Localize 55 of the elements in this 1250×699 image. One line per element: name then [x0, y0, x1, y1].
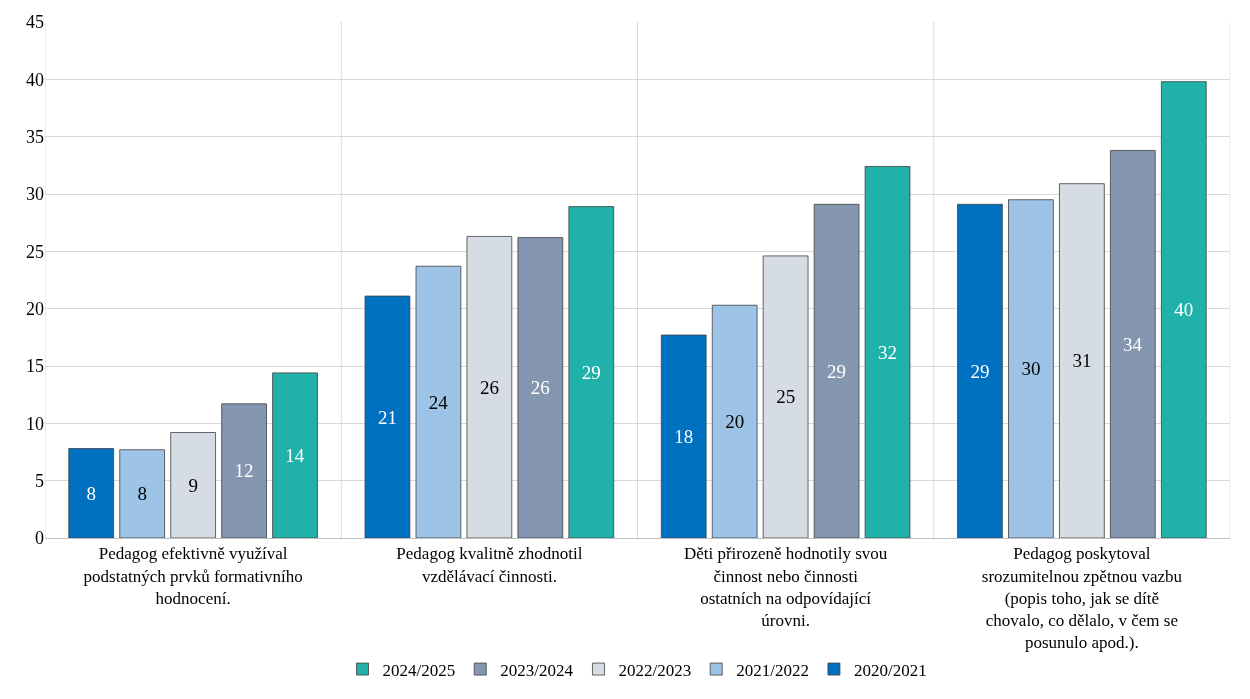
y-tick-label: 45 — [26, 12, 44, 33]
data-label: 26 — [479, 376, 499, 398]
data-label: 30 — [1021, 358, 1041, 380]
bar — [517, 237, 564, 538]
x-tick-label: Pedagog kvalitně zhodnotil vzdělávací činnosti. — [396, 544, 583, 586]
legend-label: 2022/2023 — [618, 660, 692, 680]
legend-label: 2020/2021 — [853, 660, 927, 680]
bar — [864, 166, 911, 538]
x-tick-label: Pedagog poskytoval srozumitelnou zpětnou vazbu (popis toho, jak se dítě chovalo, co dělalo, v čem se posunulo apod.). — [981, 544, 1183, 652]
bar — [568, 206, 615, 538]
y-tick-label: 20 — [26, 298, 44, 319]
bar — [813, 203, 860, 538]
data-label: 9 — [188, 474, 198, 496]
x-tick-label: Pedagog efektivně využíval podstatných prvků formativního hodnocení. — [83, 544, 303, 608]
bar — [1110, 150, 1156, 538]
data-label: 24 — [428, 391, 449, 413]
bar — [119, 449, 165, 538]
y-tick-label: 30 — [26, 184, 44, 205]
data-label: 29 — [827, 360, 847, 382]
bar — [660, 334, 707, 538]
y-tick-label: 35 — [26, 126, 44, 147]
data-label: 20 — [725, 411, 745, 433]
bar — [1160, 81, 1207, 538]
data-label: 40 — [1174, 299, 1194, 321]
y-tick-label: 5 — [35, 470, 44, 491]
legend-label: 2021/2022 — [736, 660, 809, 680]
y-tick-label: 25 — [26, 241, 44, 262]
bar — [415, 265, 462, 538]
y-tick-label: 40 — [26, 69, 44, 90]
bar — [711, 304, 758, 538]
data-label: 31 — [1072, 350, 1092, 372]
data-label: 8 — [137, 483, 147, 505]
data-label: 12 — [234, 460, 254, 482]
legend-label: 2024/2025 — [382, 660, 456, 680]
data-label: 32 — [878, 341, 898, 363]
data-label: 26 — [530, 377, 550, 399]
data-label: 25 — [776, 386, 796, 408]
data-label: 34 — [1123, 333, 1143, 355]
data-label: 14 — [285, 444, 305, 466]
x-tick-label: Děti přirozeně hodnotily svou činnost nebo činnosti ostatních na odpovídající úrovni. — [683, 544, 888, 630]
bar — [68, 448, 115, 538]
bar — [272, 372, 318, 538]
y-tick-label: 0 — [35, 528, 44, 549]
data-label: 8 — [86, 482, 96, 504]
bar — [364, 295, 411, 538]
data-label: 29 — [970, 360, 990, 382]
data-label: 21 — [377, 406, 397, 428]
data-label: 29 — [581, 361, 601, 383]
bar — [221, 403, 267, 538]
legend-label: 2023/2024 — [500, 660, 574, 680]
data-label: 18 — [674, 426, 694, 448]
bar — [957, 203, 1003, 538]
bar — [1008, 199, 1054, 538]
y-tick-label: 10 — [26, 413, 44, 434]
y-tick-label: 15 — [26, 356, 44, 377]
